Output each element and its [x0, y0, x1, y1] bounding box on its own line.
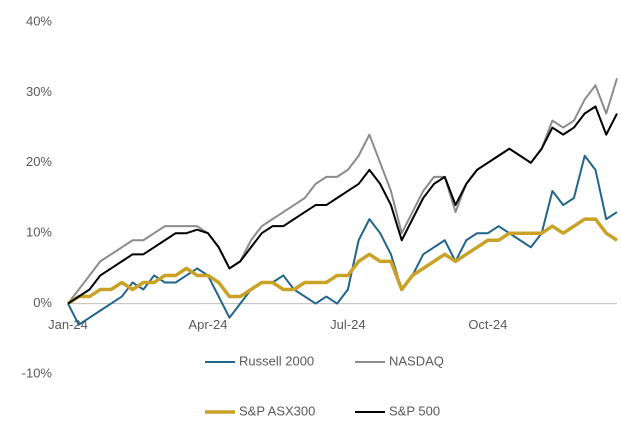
x-tick-label: Jan-24 — [48, 317, 88, 332]
y-tick-label: 20% — [26, 154, 52, 169]
legend-label: Russell 2000 — [239, 353, 314, 368]
y-tick-label: -10% — [22, 365, 53, 380]
x-tick-label: Oct-24 — [468, 317, 507, 332]
legend-label: NASDAQ — [389, 353, 444, 368]
y-tick-label: 10% — [26, 225, 52, 240]
series-line — [67, 78, 618, 305]
series-line — [67, 154, 618, 326]
y-tick-label: 40% — [26, 13, 52, 28]
x-tick-label: Apr-24 — [188, 317, 227, 332]
y-tick-label: 30% — [26, 84, 52, 99]
legend-label: S&P 500 — [389, 403, 440, 418]
series-line — [67, 105, 618, 305]
legend-label: S&P ASX300 — [239, 403, 315, 418]
series-line — [67, 217, 618, 306]
y-tick-label: 0% — [33, 295, 52, 310]
x-tick-label: Jul-24 — [330, 317, 365, 332]
